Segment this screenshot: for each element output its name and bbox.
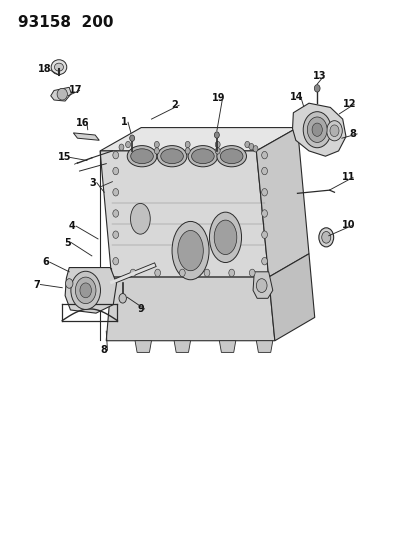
Circle shape	[130, 269, 135, 277]
Polygon shape	[65, 268, 116, 313]
Circle shape	[125, 141, 130, 148]
Polygon shape	[174, 341, 190, 352]
Circle shape	[154, 141, 159, 148]
Ellipse shape	[127, 146, 157, 167]
Text: 15: 15	[58, 152, 72, 162]
Text: 9: 9	[137, 304, 143, 314]
Polygon shape	[219, 341, 235, 352]
Text: 8: 8	[100, 345, 107, 356]
Polygon shape	[51, 87, 71, 101]
Ellipse shape	[214, 220, 236, 255]
Circle shape	[244, 141, 249, 148]
Text: 13: 13	[313, 70, 326, 80]
Ellipse shape	[329, 125, 338, 136]
Text: 6: 6	[42, 257, 49, 267]
Ellipse shape	[130, 204, 150, 234]
Ellipse shape	[80, 283, 91, 298]
Ellipse shape	[188, 146, 217, 167]
Circle shape	[119, 294, 126, 303]
Ellipse shape	[321, 231, 330, 243]
Polygon shape	[256, 341, 272, 352]
Ellipse shape	[318, 228, 333, 247]
Polygon shape	[106, 277, 274, 341]
Ellipse shape	[160, 149, 183, 164]
Ellipse shape	[306, 117, 326, 142]
Text: 19: 19	[211, 93, 225, 103]
Circle shape	[113, 189, 118, 196]
Polygon shape	[252, 272, 272, 298]
Circle shape	[97, 274, 108, 288]
Polygon shape	[268, 254, 314, 341]
Circle shape	[119, 144, 123, 150]
Ellipse shape	[57, 88, 67, 100]
Circle shape	[113, 210, 118, 217]
Circle shape	[256, 279, 266, 293]
Polygon shape	[100, 151, 268, 277]
Ellipse shape	[157, 146, 186, 167]
Circle shape	[261, 231, 267, 238]
Polygon shape	[292, 103, 345, 156]
Text: 4: 4	[69, 221, 75, 231]
Text: 16: 16	[76, 118, 89, 128]
Circle shape	[215, 141, 220, 148]
Ellipse shape	[209, 212, 241, 263]
Text: 11: 11	[341, 172, 355, 182]
Circle shape	[179, 269, 185, 277]
Circle shape	[261, 257, 267, 265]
Ellipse shape	[172, 221, 209, 280]
Circle shape	[261, 167, 267, 175]
Ellipse shape	[302, 112, 330, 148]
Text: 2: 2	[171, 100, 178, 110]
Circle shape	[228, 269, 234, 277]
Polygon shape	[135, 341, 151, 352]
Text: 14: 14	[289, 92, 303, 102]
Circle shape	[113, 151, 118, 159]
Circle shape	[248, 143, 253, 150]
Ellipse shape	[75, 277, 96, 304]
Circle shape	[215, 148, 220, 154]
Circle shape	[313, 85, 319, 92]
Text: 8: 8	[349, 129, 356, 139]
Ellipse shape	[191, 149, 214, 164]
Ellipse shape	[326, 120, 342, 141]
Circle shape	[214, 132, 219, 138]
Ellipse shape	[311, 123, 322, 136]
Text: 93158  200: 93158 200	[18, 14, 113, 30]
Ellipse shape	[51, 60, 66, 75]
Circle shape	[129, 135, 134, 141]
Polygon shape	[94, 269, 112, 294]
Ellipse shape	[216, 146, 246, 167]
Circle shape	[249, 269, 254, 277]
Text: 3: 3	[89, 177, 96, 188]
Text: 1: 1	[120, 117, 127, 127]
Polygon shape	[100, 127, 297, 151]
Circle shape	[185, 148, 190, 154]
Ellipse shape	[65, 279, 73, 288]
Text: 10: 10	[341, 220, 355, 230]
Polygon shape	[256, 127, 308, 277]
Polygon shape	[73, 133, 99, 140]
Circle shape	[261, 189, 267, 196]
Circle shape	[261, 151, 267, 159]
Ellipse shape	[131, 149, 153, 164]
Circle shape	[113, 167, 118, 175]
Text: 12: 12	[342, 99, 356, 109]
Circle shape	[113, 257, 118, 265]
Circle shape	[154, 148, 159, 154]
Circle shape	[154, 269, 160, 277]
Circle shape	[113, 231, 118, 238]
Ellipse shape	[220, 149, 242, 164]
Text: 18: 18	[38, 64, 51, 74]
Circle shape	[185, 141, 190, 148]
Circle shape	[204, 269, 209, 277]
Text: 17: 17	[69, 85, 82, 95]
Circle shape	[252, 146, 257, 152]
Ellipse shape	[71, 271, 100, 310]
Circle shape	[261, 210, 267, 217]
Text: 7: 7	[33, 279, 40, 289]
Ellipse shape	[177, 230, 203, 271]
Text: 5: 5	[64, 238, 70, 248]
Ellipse shape	[54, 63, 63, 71]
